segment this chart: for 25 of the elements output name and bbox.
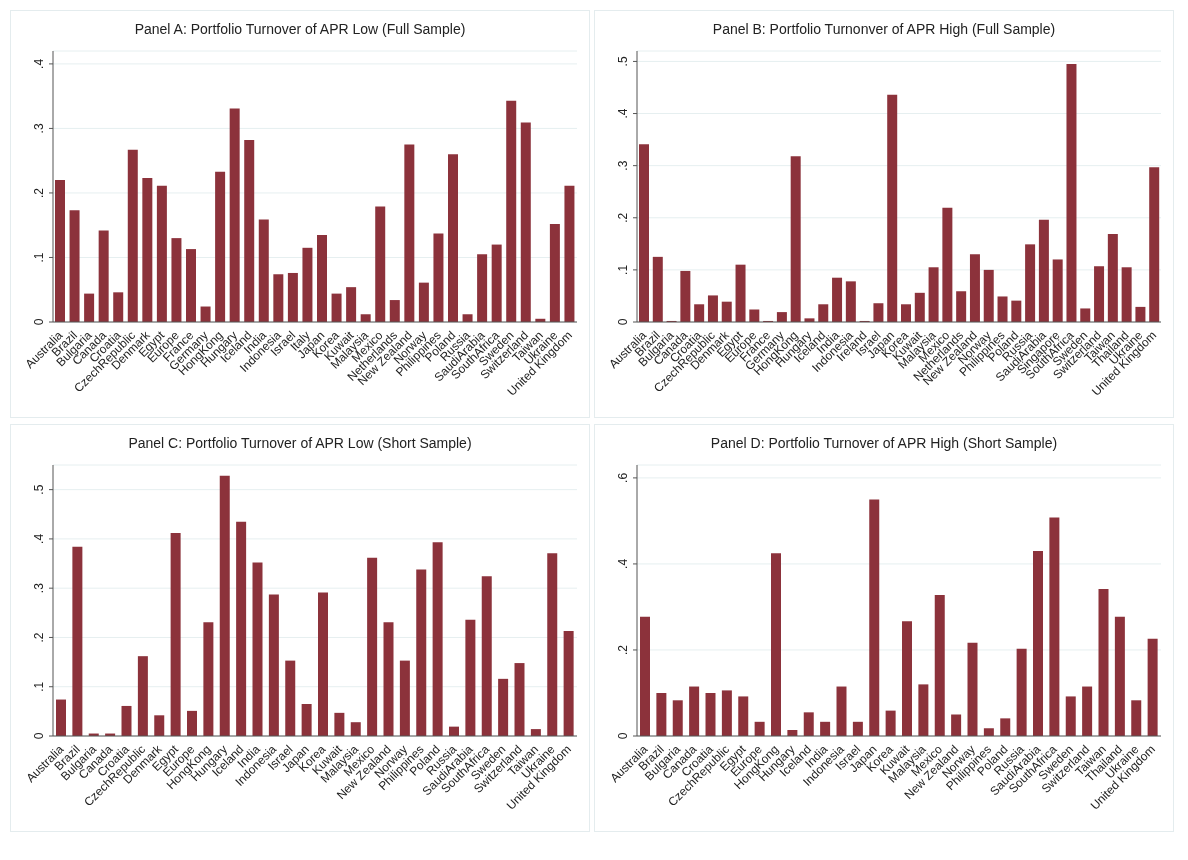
y-tick-label: .1	[32, 681, 46, 692]
y-tick-label: .2	[32, 632, 46, 643]
y-tick-label: .1	[32, 252, 46, 263]
y-tick-label: .3	[616, 160, 630, 171]
y-tick-label: .4	[616, 108, 630, 119]
y-tick-label: .5	[32, 484, 46, 495]
y-tick-label: 0	[616, 732, 630, 740]
y-tick-label: 0	[616, 318, 630, 326]
chart-title: Panel A: Portfolio Turnover of APR Low (Full Sample)	[133, 20, 467, 39]
y-tick-label: .2	[32, 187, 46, 198]
y-tick-label: 0	[32, 732, 46, 740]
y-tick-label: .2	[616, 644, 630, 655]
y-tick-label: 0	[32, 318, 46, 326]
y-tick-label: .5	[616, 56, 630, 67]
y-tick-label: .2	[616, 212, 630, 223]
chart-title: Panel D: Portfolio Turnover of APR High (Short Sample)	[709, 434, 1059, 453]
y-tick-label: .4	[32, 533, 46, 544]
y-tick-label: .3	[32, 582, 46, 594]
chart-title: Panel B: Portfolio Turnonver of APR High (Full Sample)	[711, 20, 1057, 39]
y-tick-label: .3	[32, 123, 46, 134]
y-tick-label: .1	[616, 264, 630, 275]
y-tick-label: .4	[32, 58, 46, 69]
chart-title: Panel C: Portfolio Turnover of APR Low (Short Sample)	[127, 434, 473, 453]
y-tick-label: .4	[616, 558, 630, 569]
y-tick-label: .6	[616, 472, 630, 483]
